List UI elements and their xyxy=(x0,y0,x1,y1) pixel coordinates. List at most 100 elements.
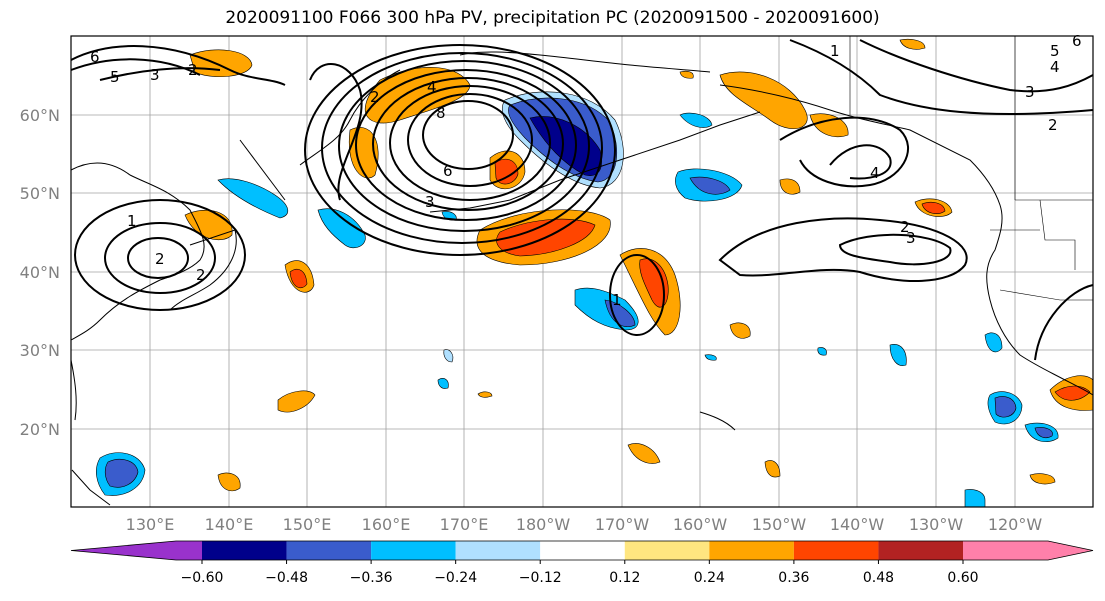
colorbar-tick-label: 0.12 xyxy=(609,570,640,586)
lon-label: 170°W xyxy=(595,515,650,534)
colorbar-swatch xyxy=(202,541,287,560)
lon-label: 180°W xyxy=(516,515,571,534)
contour-label: 8 xyxy=(436,104,446,122)
lat-label: 30°N xyxy=(20,341,60,360)
colorbar-swatch xyxy=(878,541,963,560)
lon-label: 160°E xyxy=(362,515,411,534)
precip-positive-area xyxy=(1029,473,1056,485)
precip-positive-area xyxy=(764,460,781,478)
contour-label: 4 xyxy=(870,164,880,182)
contour-label: 3 xyxy=(1025,83,1035,101)
contour-label: 2 xyxy=(900,218,910,236)
pv-contours xyxy=(70,39,1094,361)
lon-axis-labels: 130°E 140°E 150°E 160°E 170°E 180°W 170°… xyxy=(126,515,1043,534)
colorbar-tick-label: 0.36 xyxy=(778,570,809,586)
lon-label: 150°W xyxy=(752,515,807,534)
contour-label: 1 xyxy=(830,42,840,60)
colorbar-swatch xyxy=(286,541,372,560)
contour-label: 4 xyxy=(1050,58,1060,76)
precip-negative-area xyxy=(679,112,713,128)
lon-label: 120°W xyxy=(988,515,1043,534)
contour-label: 3 xyxy=(906,229,916,247)
lon-label: 170°E xyxy=(440,515,489,534)
lon-label: 130°W xyxy=(909,515,964,534)
colorbar-swatch xyxy=(624,541,710,560)
lon-label: 130°E xyxy=(126,515,175,534)
precip-positive-area xyxy=(627,443,661,464)
colorbar-tick-label: 0.24 xyxy=(694,570,725,586)
contour-label: 4 xyxy=(427,78,437,96)
contour-labels: 1 2 2 1 4 2 3 4 5 6 1 2 3 8 6 3 2 4 2 3 … xyxy=(90,32,1082,309)
colorbar-tick-label: −0.24 xyxy=(434,570,477,586)
coastlines xyxy=(70,51,1094,506)
contour-label: 2 xyxy=(370,88,380,106)
lon-label: 140°E xyxy=(205,515,254,534)
borders xyxy=(849,36,1093,301)
colorbar-tick-label: −0.36 xyxy=(350,570,393,586)
contour-label: 2 xyxy=(1048,116,1058,134)
contour-label: 2 xyxy=(188,61,198,79)
lat-label: 40°N xyxy=(20,263,60,282)
contour-label: 5 xyxy=(1050,42,1060,60)
colorbar-swatch xyxy=(455,541,541,560)
lat-label: 20°N xyxy=(20,420,60,439)
contour-label: 1 xyxy=(127,212,137,230)
precip-negative-area xyxy=(443,349,454,363)
colorbar-tick-label: −0.12 xyxy=(519,570,562,586)
precip-negative-mid xyxy=(104,459,139,488)
precip-positive-strong xyxy=(494,158,519,185)
precip-positive-area xyxy=(719,71,808,129)
contour-label: 2 xyxy=(155,250,165,268)
map-title: 2020091100 F066 300 hPa PV, precipitatio… xyxy=(225,8,880,28)
precip-negative-area xyxy=(217,178,288,219)
precip-negative-area xyxy=(984,332,1003,353)
precip-negative-area xyxy=(817,347,827,356)
map-panel: 1 2 2 1 4 2 3 4 5 6 1 2 3 8 6 3 2 4 2 3 … xyxy=(70,32,1094,508)
colorbar-tick-label: −0.60 xyxy=(181,570,224,586)
precip-negative-mid xyxy=(604,299,636,328)
precip-positive-area xyxy=(217,472,241,492)
contour-label: 1 xyxy=(612,291,622,309)
lat-label: 50°N xyxy=(20,184,60,203)
contour-label: 3 xyxy=(150,66,160,84)
precip-positive-area xyxy=(729,322,751,339)
precip-positive-area xyxy=(899,38,926,50)
precip-negative-area xyxy=(437,378,449,389)
contour-label: 6 xyxy=(1072,32,1082,50)
contour-label: 2 xyxy=(196,266,206,284)
colorbar-swatch xyxy=(540,541,625,560)
precip-positive-area xyxy=(189,49,253,77)
colorbar-outline xyxy=(70,540,1094,561)
colorbar-extend-min xyxy=(71,541,202,560)
precip-positive-area xyxy=(477,391,493,398)
colorbar-tick-label: 0.48 xyxy=(863,570,894,586)
precip-negative-mid xyxy=(994,396,1017,418)
lon-label: 140°W xyxy=(830,515,885,534)
precip-negative-area xyxy=(889,344,907,366)
precip-negative-area xyxy=(704,354,717,361)
lat-axis-labels: 60°N 50°N 40°N 30°N 20°N xyxy=(20,106,60,439)
contour-label: 3 xyxy=(425,193,435,211)
precip-negative-mid xyxy=(689,176,731,195)
lon-label: 150°E xyxy=(283,515,332,534)
colorbar-tick-label: −0.48 xyxy=(265,570,308,586)
precip-negative-area xyxy=(964,489,986,508)
colorbar-swatch xyxy=(793,541,879,560)
precip-positive-area xyxy=(277,390,316,413)
colorbar-extend-max xyxy=(963,541,1093,560)
lon-label: 160°W xyxy=(673,515,728,534)
precip-positive-strong xyxy=(921,201,946,214)
precip-negative-area xyxy=(317,208,366,249)
colorbar-tick-label: 0.60 xyxy=(947,570,978,586)
precip-positive-strong xyxy=(289,269,308,289)
contour-label: 6 xyxy=(443,162,453,180)
precip-positive-area xyxy=(679,70,694,79)
map-frame xyxy=(70,35,1094,508)
colorbar-swatch xyxy=(709,541,794,560)
lat-label: 60°N xyxy=(20,106,60,125)
precip-positive-area xyxy=(779,178,801,195)
colorbar-swatch xyxy=(371,541,456,560)
colorbar: −0.60 −0.48 −0.36 −0.24 −0.12 0.12 0.24 0.36 0.4… xyxy=(70,540,1094,586)
contour-label: 6 xyxy=(90,48,100,66)
